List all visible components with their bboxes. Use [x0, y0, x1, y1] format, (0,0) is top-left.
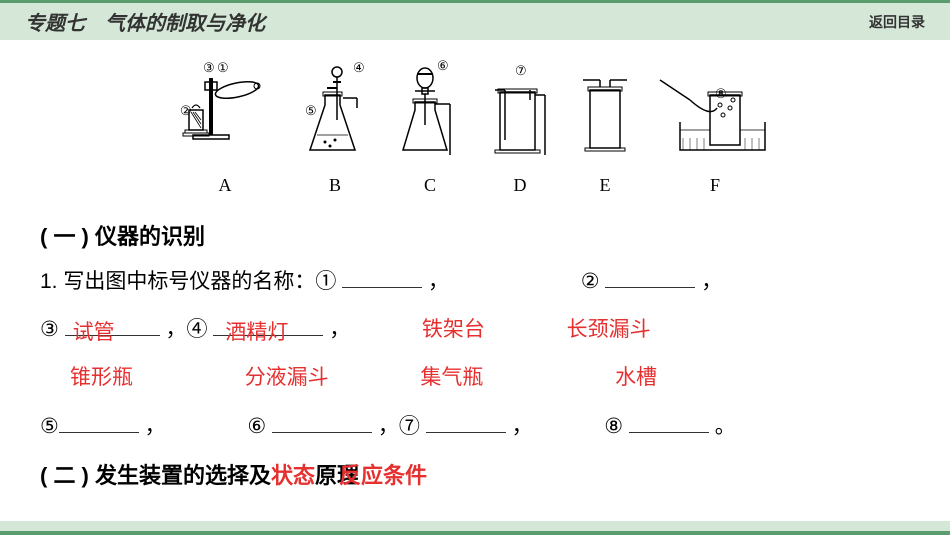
content-area: ( 一 ) 仪器的识别 1. 写出图中标号仪器的名称：① ， ② ， ③ 试管 …	[0, 201, 950, 508]
svg-text:⑤: ⑤	[305, 103, 317, 118]
inline-ans1: 状态	[271, 463, 315, 488]
comma5: ，	[145, 415, 166, 438]
blank-7	[426, 411, 506, 433]
comma3: ，④	[166, 318, 208, 341]
svg-text:⑦: ⑦	[515, 63, 527, 78]
answer-1: 试管	[73, 310, 115, 356]
apparatus-b: ④ ⑤ B	[295, 60, 375, 196]
blank-6	[272, 411, 372, 433]
comma4: ，	[329, 318, 350, 341]
s2-pre: ( 二 ) 发生装置的选择及	[40, 463, 271, 488]
section2-title: ( 二 ) 发生装置的选择及状态原理反应条件	[40, 458, 910, 490]
blank-4: 酒精灯	[213, 314, 323, 336]
blank-5	[59, 411, 139, 433]
question-line2: ③ 试管 ，④ 酒精灯 ， 铁架台 长颈漏斗	[40, 307, 910, 353]
answer-2: 酒精灯	[225, 310, 288, 356]
inline-ans2: 反应条件	[339, 463, 427, 488]
num8: ⑧	[604, 415, 623, 438]
footer-bar	[0, 521, 950, 535]
svg-text:①: ①	[217, 60, 229, 75]
num6: ⑥	[247, 415, 266, 438]
label-e: E	[600, 175, 611, 196]
svg-text:④: ④	[353, 60, 365, 75]
answer-3: 铁架台	[422, 318, 485, 341]
apparatus-diagram: ③ ① ② A ④ ⑤	[0, 40, 950, 201]
apparatus-c: ⑥ C	[395, 60, 465, 196]
blank-3: 试管	[65, 314, 160, 336]
comma1: ，	[428, 270, 449, 293]
answer-6: 分液漏斗	[245, 366, 329, 389]
num2: ②	[581, 270, 600, 293]
svg-text:⑥: ⑥	[437, 60, 449, 73]
label-f: F	[710, 175, 720, 196]
question-line3: ⑤ ， ⑥ ，⑦ ， ⑧ 。	[40, 404, 910, 450]
comma2: ，	[701, 270, 722, 293]
period: 。	[715, 415, 736, 438]
apparatus-d: ⑦ D	[485, 60, 555, 196]
num5: ⑤	[40, 415, 59, 438]
blank-1	[342, 266, 422, 288]
question-line1: 1. 写出图中标号仪器的名称：① ， ② ，	[40, 259, 910, 305]
apparatus-a: ③ ① ② A	[175, 60, 275, 196]
page-title: 专题七 气体的制取与净化	[25, 7, 265, 36]
section1-title: ( 一 ) 仪器的识别	[40, 219, 910, 251]
apparatus-f: ⑧ F	[655, 60, 775, 196]
label-b: B	[329, 175, 341, 196]
label-a: A	[219, 175, 232, 196]
header-bar: 专题七 气体的制取与净化 返回目录	[0, 0, 950, 40]
label-c: C	[424, 175, 436, 196]
answer-4: 长颈漏斗	[567, 318, 651, 341]
comma6: ，⑦	[378, 415, 420, 438]
return-link[interactable]: 返回目录	[869, 12, 925, 32]
answer-7: 集气瓶	[420, 366, 483, 389]
comma7: ，	[512, 415, 533, 438]
answer-5: 锥形瓶	[70, 366, 133, 389]
q1-prefix: 1. 写出图中标号仪器的名称：①	[40, 270, 336, 293]
label-d: D	[514, 175, 527, 196]
answers-line2: 锥形瓶 分液漏斗 集气瓶 水槽	[40, 355, 910, 401]
num3: ③	[40, 318, 59, 341]
apparatus-e: E	[575, 60, 635, 196]
svg-text:⑧: ⑧	[715, 86, 727, 101]
svg-text:③: ③	[203, 60, 215, 75]
blank-8	[629, 411, 709, 433]
blank-2	[605, 266, 695, 288]
answer-8: 水槽	[615, 366, 657, 389]
